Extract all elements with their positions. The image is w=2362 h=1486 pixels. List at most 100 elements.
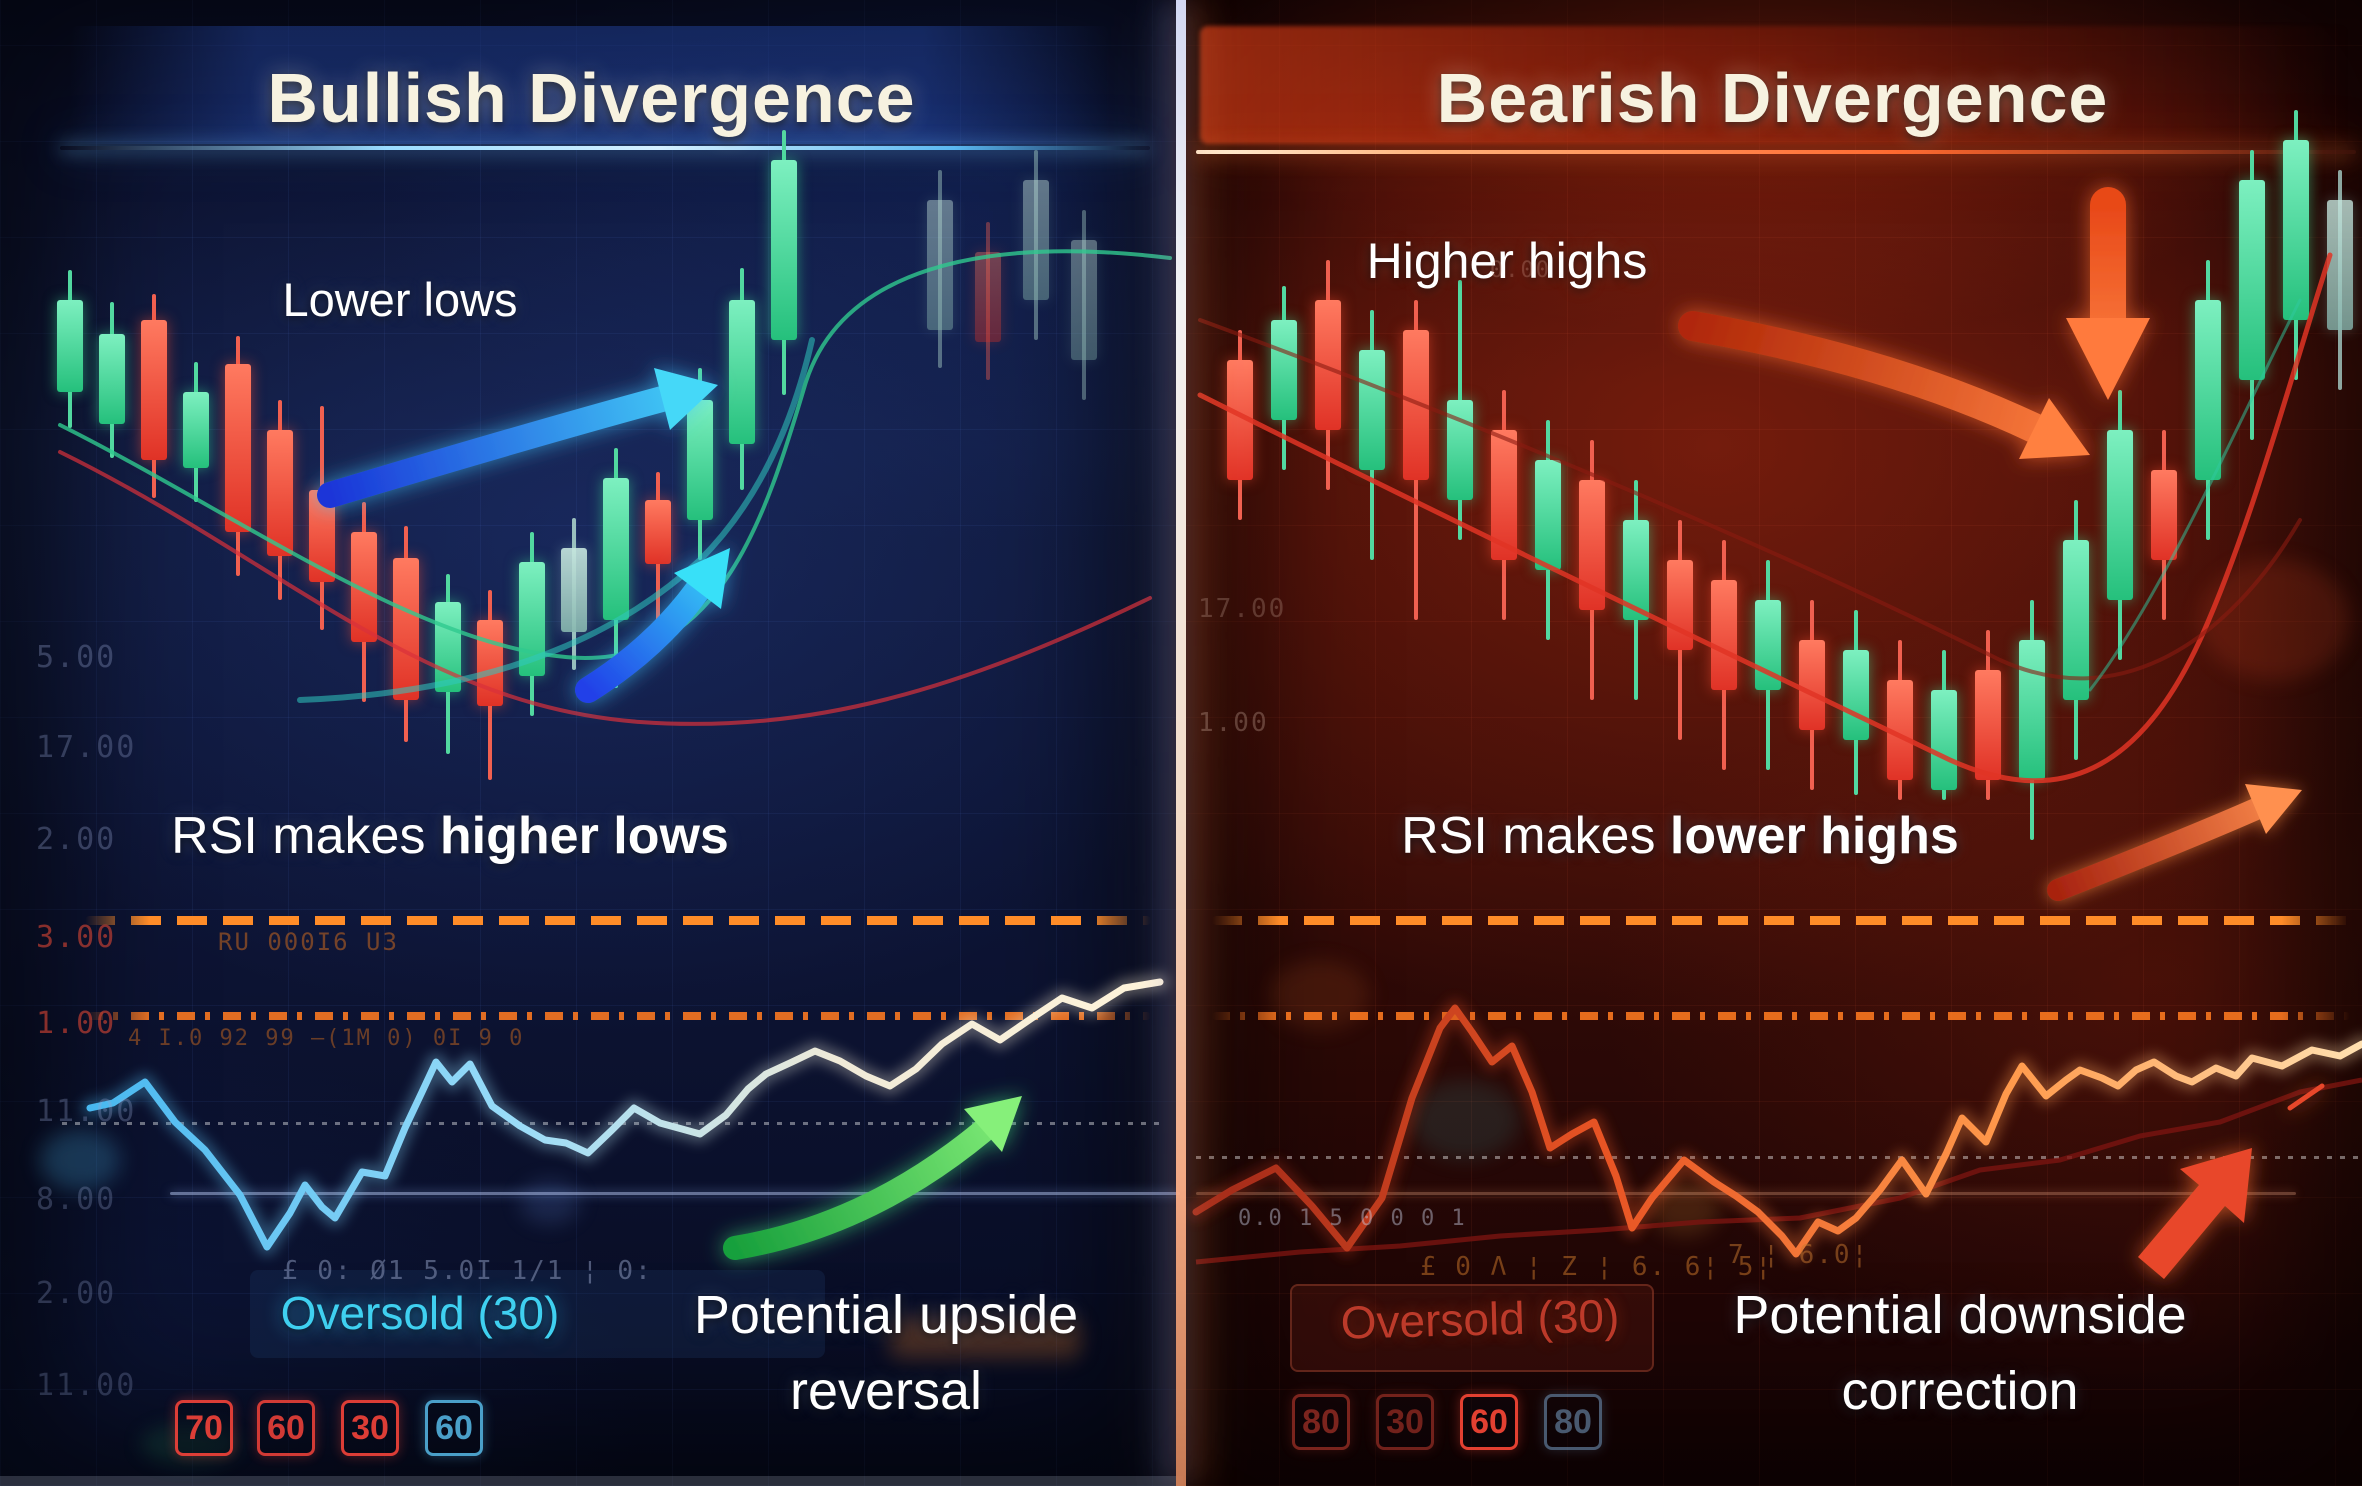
downtrend-arrow-diagonal-head (2019, 398, 2090, 459)
rsi-label-bold: lower highs (1669, 807, 1959, 865)
candle-body (2063, 540, 2089, 700)
oversold-30-label-bullish: Oversold (30) (280, 1287, 560, 1339)
oversold-dotted-line-bearish (1196, 1156, 2362, 1159)
small-tick-text: 17.00 (1198, 594, 1287, 624)
candle-body (267, 430, 293, 556)
candle-wick (986, 222, 990, 380)
small-tick-text: 7 ¦ 6.0¦ (1728, 1240, 1870, 1270)
candle-body (1023, 180, 1049, 300)
candle-body (1071, 240, 1097, 360)
candle-body (2283, 140, 2309, 320)
candle-body (729, 300, 755, 444)
small-tick-text: 3.00 (36, 920, 117, 955)
candle-body (2239, 180, 2265, 380)
candle-body (1271, 320, 1297, 420)
rsi-line-bullish (86, 978, 1164, 1251)
ma-curve-red-bullish (58, 450, 1152, 726)
candle-body (975, 252, 1001, 342)
candle-wick (1034, 150, 1038, 340)
potential-upside-label-line2: reversal (789, 1361, 983, 1421)
oversold-backdrop-bullish (250, 1270, 825, 1358)
candle-body (603, 478, 629, 620)
candle-wick (938, 170, 942, 368)
bottom-edge-strip (0, 1476, 1183, 1486)
downside-correction-cursor-arrow (2138, 1148, 2252, 1279)
small-tick-text: 0.00 (1490, 258, 1551, 283)
candle-body (1535, 460, 1561, 570)
uptrend-arrow-short-body (575, 578, 710, 703)
rsi-level-badge: 30 (341, 1400, 399, 1456)
down-arrow-vertical-head (2066, 318, 2150, 400)
candle-body (393, 558, 419, 700)
potential-downside-label-line2: correction (1841, 1361, 2079, 1421)
candle-body (1711, 580, 1737, 690)
upside-reversal-arrow-head (964, 1096, 1022, 1152)
rsi-lower-highs-label: RSI makes lower highs (1330, 806, 2030, 866)
panel-divider-line (1176, 0, 1186, 1486)
small-tick-text: 0.0 1 5 0 0 0 1 (1238, 1206, 1467, 1231)
bullish-title-underline-glow (60, 146, 1150, 150)
rsi-lower-highs-arrow-body (2047, 798, 2267, 901)
small-tick-text: 8.00 (36, 1182, 117, 1217)
candle-body (2019, 640, 2045, 780)
rsi-baseline-bullish (170, 1192, 1180, 1195)
uptrend-arrow-short-head (674, 548, 730, 609)
small-tick-text: 1.00 (1198, 708, 1269, 738)
candle-body (2327, 200, 2353, 330)
candle-body (183, 392, 209, 468)
rsi-level-badge: 80 (1544, 1394, 1602, 1450)
candle-body (1843, 650, 1869, 740)
rsi-level-badge: 30 (1376, 1394, 1434, 1450)
candle-body (225, 364, 251, 532)
small-tick-text: 1.00 (36, 1006, 117, 1041)
candle-body (2195, 300, 2221, 480)
candle-body (2107, 430, 2133, 600)
rsi-level-badge: 60 (425, 1400, 483, 1456)
oversold-dashed-line-bearish (1212, 1012, 2350, 1020)
oversold-dashed-line-bullish (85, 1012, 1151, 1020)
lower-lows-label: Lower lows (282, 273, 518, 326)
small-tick-text: 17.00 (36, 730, 137, 765)
potential-upside-label-line1: Potential upside (693, 1285, 1079, 1345)
rsi-line-bearish (1192, 1004, 2362, 1258)
rsi-lower-highs-arrow-head (2245, 784, 2302, 834)
downside-correction-cursor-tail (2287, 1083, 2325, 1111)
candle-body (57, 300, 83, 392)
bearish-panel-title: Bearish Divergence (1436, 59, 2109, 137)
small-tick-text: 5.00 (36, 640, 117, 675)
candle-body (1975, 670, 2001, 780)
upside-reversal-arrow-body (723, 1119, 995, 1260)
rsi-level-badge: 60 (257, 1400, 315, 1456)
small-tick-text: 2.00 (36, 1276, 117, 1311)
small-tick-text: £ 0: Ø1 5.0I 1/1 ¦ 0: (282, 1256, 653, 1286)
bokeh-glow (1410, 1080, 1520, 1160)
candle-body (2151, 470, 2177, 560)
overbought-dashed-line-bullish (85, 916, 1151, 925)
candle-body (561, 548, 587, 632)
potential-downside-label-line1: Potential downside (1733, 1285, 2187, 1345)
trend-swoosh-teal-bullish (297, 337, 815, 703)
bokeh-glow (140, 1424, 240, 1464)
rsi-secondary-line-bearish (1195, 1077, 2362, 1265)
candle-body (141, 320, 167, 460)
bullish-panel-background (0, 0, 1183, 1486)
candle-body (99, 334, 125, 424)
bearish-title-underline-glow (1196, 150, 2356, 154)
candle-body (771, 160, 797, 340)
trend-swoosh-teal-bearish (2088, 298, 2302, 692)
candle-body (1359, 350, 1385, 470)
bokeh-glow (520, 1180, 580, 1224)
candle-body (687, 400, 713, 520)
candle-body (1799, 640, 1825, 730)
higher-highs-label: Higher highs (1366, 233, 1648, 289)
small-tick-text: 4 I.0 92 99 –(1M 0) 0I 9 0 (128, 1026, 525, 1051)
rsi-level-badge: 80 (1292, 1394, 1350, 1450)
rsi-level-badge: 60 (1460, 1394, 1518, 1450)
